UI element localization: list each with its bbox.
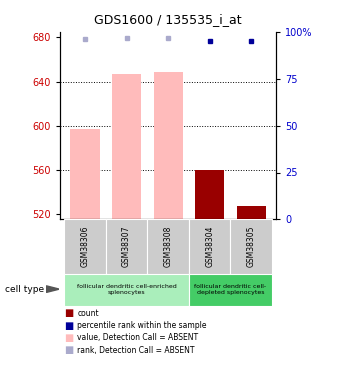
Bar	[112, 74, 141, 219]
Bar	[106, 219, 147, 274]
Bar	[189, 274, 272, 306]
Text: GDS1600 / 135535_i_at: GDS1600 / 135535_i_at	[94, 13, 242, 26]
Text: GSM38308: GSM38308	[164, 226, 173, 267]
Text: follicular dendritic cell-
depleted splenocytes: follicular dendritic cell- depleted sple…	[194, 284, 267, 295]
Text: GSM38306: GSM38306	[81, 226, 90, 267]
Text: follicular dendritic cell-enriched
splenocytes: follicular dendritic cell-enriched splen…	[76, 284, 176, 295]
Text: ■: ■	[64, 321, 73, 330]
Bar	[189, 219, 230, 274]
Bar	[195, 170, 224, 219]
Text: ■: ■	[64, 308, 73, 318]
Text: GSM38304: GSM38304	[205, 226, 214, 267]
Text: value, Detection Call = ABSENT: value, Detection Call = ABSENT	[77, 333, 198, 342]
Bar	[64, 219, 106, 274]
Text: GSM38307: GSM38307	[122, 226, 131, 267]
Text: GSM38305: GSM38305	[247, 226, 256, 267]
Bar	[147, 219, 189, 274]
Text: rank, Detection Call = ABSENT: rank, Detection Call = ABSENT	[77, 346, 195, 355]
Bar	[64, 274, 189, 306]
Text: ■: ■	[64, 333, 73, 343]
Bar	[237, 206, 266, 219]
Text: count: count	[77, 309, 99, 318]
Text: ■: ■	[64, 345, 73, 355]
Bar	[230, 219, 272, 274]
Bar	[154, 72, 182, 219]
Text: percentile rank within the sample: percentile rank within the sample	[77, 321, 207, 330]
Text: cell type: cell type	[5, 285, 44, 294]
Bar	[70, 129, 99, 219]
Polygon shape	[46, 286, 59, 292]
